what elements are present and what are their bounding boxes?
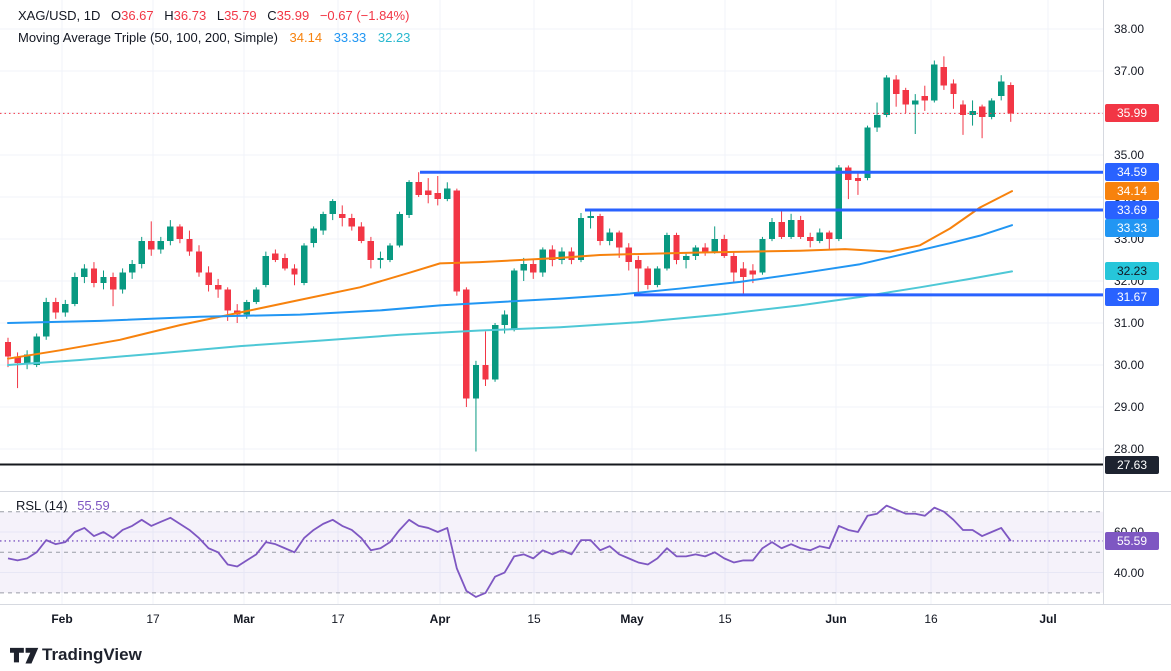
footer-bar: TradingView <box>0 640 1171 671</box>
price-tick-label: 35.00 <box>1114 148 1145 162</box>
price-badge: 34.14 <box>1105 182 1159 201</box>
time-tick-label: May <box>620 612 644 626</box>
time-tick-label: Jun <box>825 612 847 626</box>
rsi-line <box>7 504 1012 598</box>
time-tick-label: 15 <box>718 612 732 626</box>
time-tick-label: Jul <box>1039 612 1057 626</box>
time-tick-label: Mar <box>233 612 255 626</box>
time-tick-label: Feb <box>51 612 73 626</box>
rsi-legend[interactable]: RSL (14) 55.59 <box>16 498 110 513</box>
close-value: 35.99 <box>276 8 310 23</box>
price-tick-label: 28.00 <box>1114 442 1145 456</box>
ma-title: Moving Average Triple (50, 100, 200, Sim… <box>18 30 278 45</box>
open-value: 36.67 <box>121 8 154 23</box>
separators <box>0 0 1171 605</box>
price-badge: 35.99 <box>1105 104 1159 123</box>
price-tick-label: 37.00 <box>1114 64 1145 78</box>
price-tick-label: 31.00 <box>1114 316 1145 330</box>
sma-50-line <box>7 190 1013 360</box>
symbol-title: XAG/USD, 1D <box>18 8 101 23</box>
close-label: C <box>267 8 277 23</box>
time-tick-label: Apr <box>429 612 451 626</box>
rsi-value: 55.59 <box>77 498 110 513</box>
sma-200-line <box>7 270 1013 366</box>
ma200-value: 32.23 <box>377 30 411 45</box>
rsi-tick-label: 40.00 <box>1114 565 1145 580</box>
rsi-name: RSL <box>16 498 41 513</box>
ma50-value: 34.14 <box>289 30 323 45</box>
price-badge: 33.69 <box>1105 201 1159 220</box>
price-badge: 27.63 <box>1105 455 1159 474</box>
low-value: 35.79 <box>224 8 257 23</box>
ma-legend[interactable]: Moving Average Triple (50, 100, 200, Sim… <box>18 30 410 45</box>
price-levels <box>0 170 1103 466</box>
high-value: 36.73 <box>173 8 207 23</box>
time-tick-label: 17 <box>331 612 345 626</box>
rsi-pane <box>0 511 1103 594</box>
high-label: H <box>164 8 174 23</box>
ma100-value: 33.33 <box>333 30 367 45</box>
time-tick-label: 17 <box>146 612 160 626</box>
tradingview-logo-icon[interactable] <box>10 647 40 665</box>
price-tick-label: 38.00 <box>1114 22 1145 36</box>
price-badge: 33.33 <box>1105 219 1159 238</box>
candlestick-series <box>4 56 1014 452</box>
time-tick-label: 15 <box>527 612 541 626</box>
price-badge: 31.67 <box>1105 288 1159 307</box>
time-tick-label: 16 <box>924 612 938 626</box>
brand-name[interactable]: TradingView <box>42 645 142 664</box>
change-value: −0.67 (−1.84%) <box>319 8 410 23</box>
price-badge: 55.59 <box>1105 531 1159 550</box>
sma-100-line <box>7 224 1013 324</box>
price-badge: 34.59 <box>1105 163 1159 182</box>
rsi-period: (14) <box>44 498 68 513</box>
price-tick-label: 30.00 <box>1114 358 1145 372</box>
price-tick-label: 29.00 <box>1114 400 1145 414</box>
symbol-legend[interactable]: XAG/USD, 1D O36.67 H36.73 L35.79 C35.99 … <box>18 8 409 23</box>
price-badge: 32.23 <box>1105 262 1159 281</box>
low-label: L <box>216 8 225 23</box>
open-label: O <box>110 8 122 23</box>
moving-averages <box>7 190 1013 366</box>
